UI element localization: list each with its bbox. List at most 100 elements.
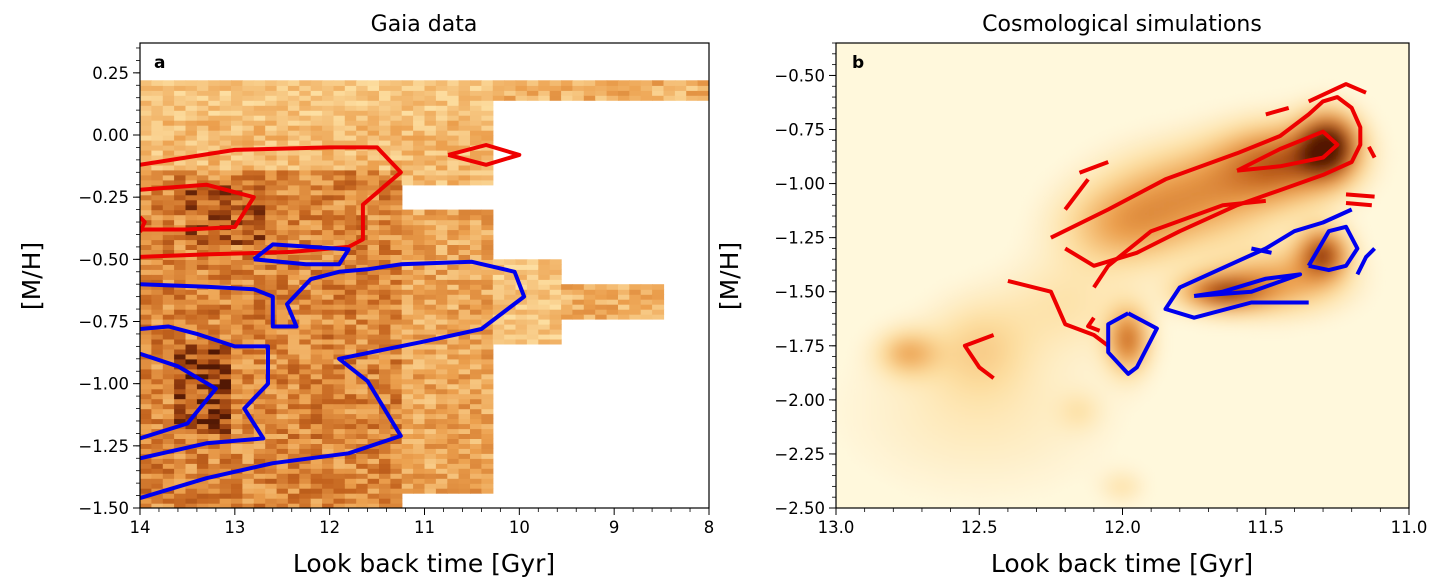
panel-b-heat-cell — [940, 431, 946, 437]
panel-a-heat-cell — [299, 294, 311, 300]
panel-a-heat-cell — [459, 473, 471, 479]
panel-a-heat-cell — [299, 478, 311, 484]
panel-b-heat-cell — [1070, 234, 1076, 240]
panel-b-heat-cell — [971, 281, 977, 287]
panel-b-heat-cell — [998, 400, 1004, 406]
panel-a-heat-cell — [186, 399, 198, 405]
panel-a-heat-cell — [265, 135, 277, 141]
panel-a-heat-cell — [197, 110, 209, 116]
panel-a-heat-cell — [402, 110, 414, 116]
panel-a-heat-cell — [311, 100, 323, 106]
panel-b-heat-cell — [1013, 451, 1019, 457]
panel-a-heat-cell — [151, 90, 163, 96]
panel-b-heat-cell — [1044, 245, 1050, 251]
panel-b-heat-cell — [1060, 405, 1066, 411]
panel-a-heat-cell — [254, 334, 266, 340]
panel-a-heat-cell — [140, 80, 152, 86]
panel-b-heat-cell — [1044, 307, 1050, 313]
panel-a-heat-cell — [368, 339, 380, 345]
panel-a-heat-cell — [163, 85, 175, 91]
panel-b-heat-cell — [1050, 338, 1056, 344]
panel-a-heat-cell — [231, 379, 243, 385]
panel-a-heat-cell — [368, 225, 380, 231]
panel-a-heat-cell — [459, 95, 471, 101]
panel-a-heat-cell — [208, 488, 220, 494]
panel-a-heat-cell — [277, 205, 289, 211]
panel-a-heat-cell — [265, 210, 277, 216]
panel-b-heat-cell — [1065, 167, 1071, 173]
panel-a-heat-cell — [334, 220, 346, 226]
panel-b-heat-cell — [893, 431, 899, 437]
panel-b-heat-cell — [914, 369, 920, 375]
panel-b-heat-cell — [945, 327, 951, 333]
panel-b-heat-cell — [998, 265, 1004, 271]
panel-a-heat-cell — [447, 369, 459, 375]
panel-a-heat-cell — [163, 244, 175, 250]
panel-a-heat-cell — [322, 150, 334, 156]
panel-a-heat-cell — [368, 220, 380, 226]
panel-b-heat-cell — [992, 400, 998, 406]
panel-a-heat-cell — [379, 294, 391, 300]
panel-b-heat-cell — [904, 353, 910, 359]
panel-a-heat-cell — [368, 424, 380, 430]
panel-b-heat-cell — [1050, 353, 1056, 359]
panel-b-heat-cell — [1024, 343, 1030, 349]
panel-a-heat-cell — [265, 448, 277, 454]
panel-a-heat-cell — [208, 483, 220, 489]
panel-b-heat-cell — [935, 358, 941, 364]
panel-a-heat-cell — [447, 80, 459, 86]
panel-a-heat-cell — [299, 428, 311, 434]
panel-a-heat-cell — [561, 309, 573, 315]
panel-b-heat-cell — [1081, 451, 1087, 457]
panel-b-heat-cell — [1018, 389, 1024, 395]
panel-a-heat-cell — [197, 220, 209, 226]
panel-b-heat-cell — [956, 431, 962, 437]
panel-a-heat-cell — [265, 284, 277, 290]
panel-a-heat-cell — [140, 274, 152, 280]
panel-a-heat-cell — [345, 379, 357, 385]
panel-b-heat-cell — [1008, 493, 1014, 499]
panel-a-heat-cell — [413, 389, 425, 395]
panel-a-heat-cell — [641, 85, 653, 91]
panel-a-heat-cell — [242, 443, 254, 449]
panel-b-heat-cell — [1003, 415, 1009, 421]
panel-a-heat-cell — [311, 334, 323, 340]
panel-a-heat-cell — [174, 389, 186, 395]
panel-b-heat-cell — [1076, 265, 1082, 271]
panel-b-heat-cell — [1070, 431, 1076, 437]
panel-b-heat-cell — [925, 369, 931, 375]
panel-a-heat-cell — [288, 165, 300, 171]
panel-b-heat-cell — [930, 343, 936, 349]
panel-a-heat-cell — [516, 264, 528, 270]
panel-b-heat-cell — [1044, 260, 1050, 266]
panel-a-heat-cell — [299, 324, 311, 330]
panel-b-heat-cell — [852, 446, 858, 452]
panel-b-heat-cell — [1008, 374, 1014, 380]
panel-b-heat-cell — [1050, 374, 1056, 380]
panel-a-heat-cell — [163, 205, 175, 211]
panel-b-heat-cell — [867, 462, 873, 468]
panel-a-heat-cell — [322, 160, 334, 166]
panel-b-heat-cell — [1013, 477, 1019, 483]
panel-a-heat-cell — [186, 289, 198, 295]
panel-a-heat-cell — [470, 468, 482, 474]
panel-a-heat-cell — [481, 215, 493, 221]
panel-a-heat-cell — [299, 329, 311, 335]
panel-b-heat-cell — [977, 353, 983, 359]
panel-a-heat-cell — [197, 414, 209, 420]
panel-a-heat-cell — [299, 90, 311, 96]
panel-b-heat-cell — [846, 405, 852, 411]
panel-b-heat-cell — [961, 477, 967, 483]
panel-b-heat-cell — [899, 343, 905, 349]
panel-b-heat-cell — [919, 301, 925, 307]
panel-a-heat-cell — [334, 239, 346, 245]
panel-a-heat-cell — [470, 364, 482, 370]
panel-b-heat-cell — [940, 338, 946, 344]
panel-a-heat-cell — [607, 289, 619, 295]
panel-a-heat-cell — [345, 304, 357, 310]
panel-a-heat-cell — [481, 364, 493, 370]
panel-b-heat-cell — [909, 338, 915, 344]
panel-a-heat-cell — [220, 394, 232, 400]
panel-a-heat-cell — [151, 180, 163, 186]
panel-b-heat-cell — [1034, 405, 1040, 411]
